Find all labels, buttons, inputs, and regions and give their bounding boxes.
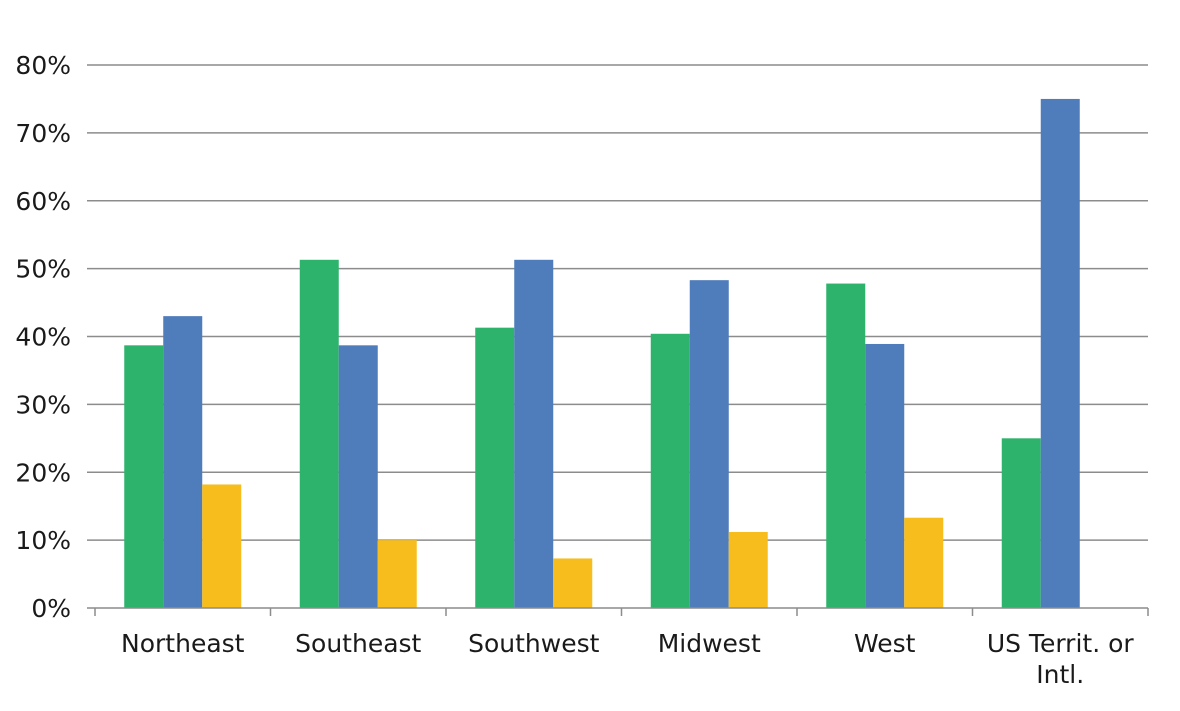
bar-series-2-5 [1040,98,1080,608]
bar-series-1-3 [650,333,690,608]
y-tick-label: 20% [15,458,71,487]
y-tick-label: 80% [15,51,71,80]
bar-series-2-0 [163,316,203,608]
y-tick-label: 0% [31,594,71,623]
x-category-label-line: Northeast [121,629,245,658]
bar-series-1-5 [1001,438,1041,608]
bar-series-3-1 [377,540,417,608]
x-category-label-line: Southeast [295,629,421,658]
bars [124,98,1080,608]
x-category-label: Midwest [658,629,761,658]
x-category-label: West [854,629,916,658]
bar-series-2-1 [338,345,378,608]
x-axis-category-labels: Northeast Southeast Southwest Midwest West US… [121,629,1134,689]
x-category-label-line: West [854,629,916,658]
bar-series-3-2 [553,558,593,608]
x-axis [87,607,1149,616]
bar-series-2-2 [514,259,554,608]
gridlines [87,64,1148,541]
y-axis-tick-labels: 0% 10% 20% 30% 40% 50% 60% 70% 80% [15,51,71,623]
x-category-label-line: Southwest [468,629,600,658]
bar-series-1-4 [826,283,866,608]
bar-series-1-2 [475,327,515,608]
bar-series-3-3 [728,531,768,608]
bar-series-1-0 [124,345,164,608]
x-category-label: Southeast [295,629,421,658]
y-tick-label: 10% [15,526,71,555]
y-tick-label: 30% [15,390,71,419]
x-category-label-line: Intl. [1036,660,1084,689]
y-tick-label: 60% [15,187,71,216]
x-category-label: US Territ. or Intl. [987,629,1135,689]
x-category-label: Northeast [121,629,245,658]
x-category-label: Southwest [468,629,600,658]
bar-series-2-3 [689,280,729,608]
bar-series-3-4 [904,517,944,608]
bar-series-2-4 [865,343,905,608]
x-category-label-line: Midwest [658,629,761,658]
y-tick-label: 50% [15,255,71,284]
bar-series-1-1 [299,259,339,608]
x-category-label-line: US Territ. or [987,629,1135,658]
bar-series-3-0 [202,484,242,608]
y-tick-label: 70% [15,119,71,148]
y-tick-label: 40% [15,323,71,352]
